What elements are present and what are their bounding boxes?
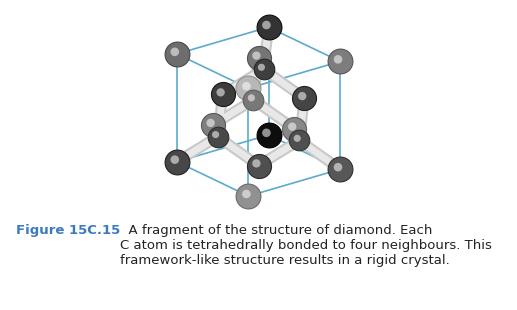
Point: [264, 25, 272, 30]
Point: [293, 136, 301, 141]
Point: [206, 120, 215, 125]
Point: [245, 86, 253, 91]
Point: [300, 96, 309, 101]
Point: [254, 163, 263, 168]
Point: [219, 92, 227, 97]
Point: [254, 55, 263, 60]
Point: [298, 94, 307, 99]
Point: [242, 84, 251, 89]
Point: [217, 90, 225, 95]
Point: [334, 57, 342, 62]
Point: [208, 122, 217, 127]
Point: [290, 126, 298, 131]
Point: [262, 23, 270, 28]
Point: [336, 59, 344, 64]
Point: [171, 157, 179, 162]
Point: [334, 165, 342, 170]
Point: [173, 51, 181, 56]
Point: [336, 167, 344, 172]
Point: [249, 97, 257, 102]
Point: [295, 138, 303, 143]
Point: [252, 53, 261, 58]
Point: [260, 67, 268, 72]
Text: A fragment of the structure of diamond. Each
C atom is tetrahedrally bonded to f: A fragment of the structure of diamond. …: [120, 224, 492, 268]
Point: [245, 193, 253, 198]
Point: [242, 192, 251, 197]
Point: [171, 49, 179, 54]
Point: [214, 134, 222, 139]
Point: [257, 65, 266, 70]
Point: [252, 161, 261, 166]
Point: [288, 124, 296, 129]
Point: [173, 159, 181, 164]
Point: [264, 132, 272, 137]
Point: [247, 95, 255, 100]
Point: [211, 132, 220, 137]
Point: [262, 131, 270, 135]
Text: Figure 15C.15: Figure 15C.15: [16, 224, 120, 237]
